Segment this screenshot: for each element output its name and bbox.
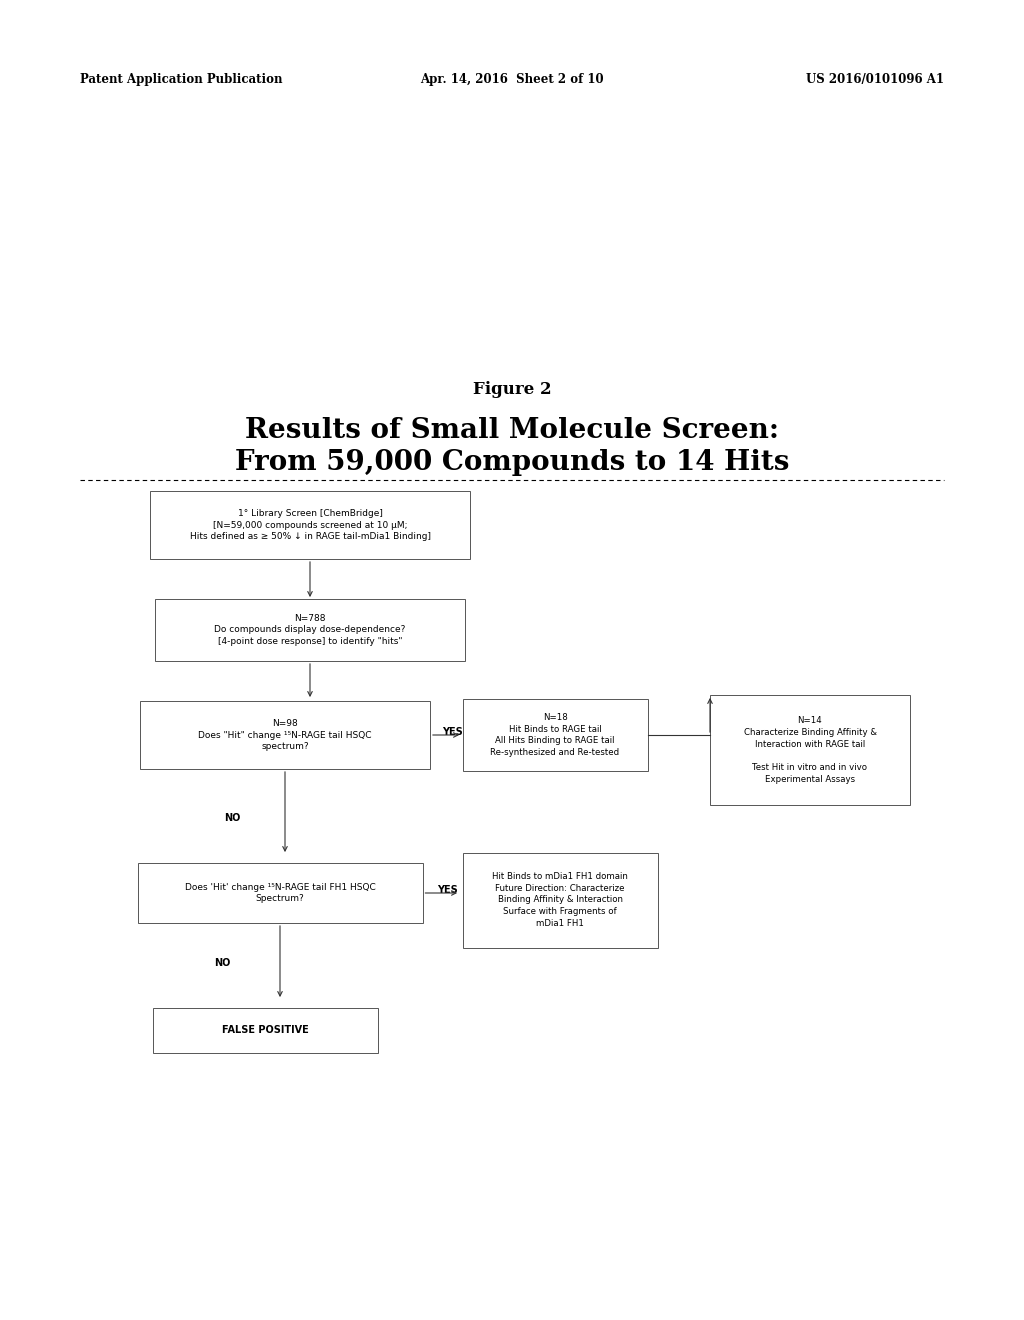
Text: Does 'Hit' change ¹⁵N-RAGE tail FH1 HSQC
Spectrum?: Does 'Hit' change ¹⁵N-RAGE tail FH1 HSQC…	[184, 883, 376, 903]
Text: N=14
Characterize Binding Affinity &
Interaction with RAGE tail

Test Hit in vit: N=14 Characterize Binding Affinity & Int…	[743, 715, 877, 784]
Bar	[153, 1007, 378, 1052]
Bar	[150, 491, 470, 558]
Bar	[463, 853, 657, 948]
Text: NO: NO	[214, 958, 230, 968]
Text: FALSE POSITIVE: FALSE POSITIVE	[221, 1026, 308, 1035]
Text: Hit Binds to mDia1 FH1 domain
Future Direction: Characterize
Binding Affinity & : Hit Binds to mDia1 FH1 domain Future Dir…	[493, 873, 628, 928]
Bar	[710, 696, 910, 805]
Bar	[155, 599, 465, 661]
Text: Apr. 14, 2016  Sheet 2 of 10: Apr. 14, 2016 Sheet 2 of 10	[420, 74, 604, 87]
Text: NO: NO	[224, 813, 241, 822]
Text: Figure 2: Figure 2	[473, 381, 551, 399]
Bar	[140, 701, 430, 770]
Text: N=98
Does "Hit" change ¹⁵N-RAGE tail HSQC
spectrum?: N=98 Does "Hit" change ¹⁵N-RAGE tail HSQ…	[199, 718, 372, 751]
Text: Results of Small Molecule Screen:: Results of Small Molecule Screen:	[245, 417, 779, 444]
Text: N=18
Hit Binds to RAGE tail
All Hits Binding to RAGE tail
Re-synthesized and Re-: N=18 Hit Binds to RAGE tail All Hits Bin…	[490, 713, 620, 758]
Bar	[463, 700, 647, 771]
Bar	[137, 863, 423, 923]
Text: US 2016/0101096 A1: US 2016/0101096 A1	[806, 74, 944, 87]
Text: YES: YES	[442, 727, 463, 737]
Text: Patent Application Publication: Patent Application Publication	[80, 74, 283, 87]
Text: N=788
Do compounds display dose-dependence?
[4-point dose response] to identify : N=788 Do compounds display dose-dependen…	[214, 614, 406, 647]
Text: 1° Library Screen [ChemBridge]
[N=59,000 compounds screened at 10 µM;
Hits defin: 1° Library Screen [ChemBridge] [N=59,000…	[189, 508, 430, 541]
Text: YES: YES	[437, 884, 458, 895]
Text: From 59,000 Compounds to 14 Hits: From 59,000 Compounds to 14 Hits	[234, 449, 790, 475]
